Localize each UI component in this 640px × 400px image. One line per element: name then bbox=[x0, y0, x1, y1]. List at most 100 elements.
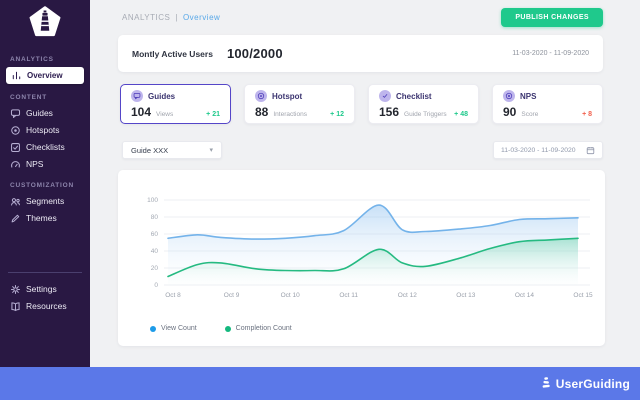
sidebar-item-overview[interactable]: Overview bbox=[6, 67, 84, 84]
svg-text:Oct 10: Oct 10 bbox=[281, 292, 301, 299]
sidebar-item-label: Segments bbox=[26, 196, 65, 206]
svg-text:100: 100 bbox=[147, 197, 158, 204]
stat-card-unit: Guide Triggers bbox=[404, 111, 447, 118]
mau-label: Montly Active Users bbox=[132, 48, 213, 59]
legend-item-completion-count[interactable]: Completion Count bbox=[224, 325, 292, 332]
hotspot-icon bbox=[10, 125, 21, 136]
monthly-active-users-card: Montly Active Users 100/2000 11-03-2020 … bbox=[118, 35, 603, 72]
date-range-value: 11-03-2020 - 11-09-2020 bbox=[501, 146, 576, 154]
sidebar-item-label: Resources bbox=[26, 301, 67, 311]
sidebar-item-label: Hotspots bbox=[26, 125, 60, 135]
legend-dot-icon bbox=[224, 325, 231, 332]
circle-dot-icon bbox=[503, 90, 515, 102]
sidebar-item-themes[interactable]: Themes bbox=[10, 210, 84, 226]
stat-cards-row: Guides 104 Views + 21 Hotspot 88 Interactions +… bbox=[120, 84, 603, 124]
checklist-icon bbox=[10, 142, 21, 153]
svg-text:Oct 8: Oct 8 bbox=[165, 292, 181, 299]
stat-card-checklist[interactable]: Checklist 156 Guide Triggers + 48 bbox=[368, 84, 479, 124]
stat-card-title: Checklist bbox=[396, 91, 432, 101]
sidebar-footer: Settings Resources bbox=[0, 281, 90, 314]
gear-icon bbox=[10, 284, 21, 295]
breadcrumb-section: ANALYTICS bbox=[122, 12, 171, 22]
sidebar-item-nps[interactable]: NPS bbox=[10, 156, 84, 172]
sidebar-item-hotspots[interactable]: Hotspots bbox=[10, 122, 84, 138]
svg-text:Oct 12: Oct 12 bbox=[398, 292, 418, 299]
stat-card-delta: + 48 bbox=[454, 111, 468, 118]
check-icon bbox=[379, 90, 391, 102]
sidebar-sections: ANALYTICS Overview CONTENT Guides Hotspots Ch… bbox=[0, 56, 90, 226]
stat-card-title: Guides bbox=[148, 91, 176, 101]
chart-card: 0 20 40 60 80 100 Oct 8 Oct 9 Oct 10 Oct 11 Oct 12… bbox=[118, 170, 605, 346]
guide-select[interactable]: Guide XXX ▾ bbox=[122, 141, 222, 159]
stat-card-guides[interactable]: Guides 104 Views + 21 bbox=[120, 84, 231, 124]
chart-legend: View Count Completion Count bbox=[150, 325, 292, 332]
date-range-picker[interactable]: 11-03-2020 - 11-09-2020 bbox=[493, 141, 603, 159]
bar-chart-icon bbox=[11, 70, 22, 81]
sidebar-item-settings[interactable]: Settings bbox=[10, 281, 84, 297]
svg-text:80: 80 bbox=[151, 214, 159, 221]
calendar-icon bbox=[586, 146, 595, 155]
stat-card-unit: Views bbox=[156, 111, 174, 118]
users-icon bbox=[10, 196, 21, 207]
area-chart: 0 20 40 60 80 100 Oct 8 Oct 9 Oct 10 Oct 11 Oct 12… bbox=[147, 197, 593, 299]
hotspot-icon bbox=[255, 90, 267, 102]
sidebar-item-checklists[interactable]: Checklists bbox=[10, 139, 84, 155]
sidebar-item-label: Guides bbox=[26, 108, 53, 118]
breadcrumb: ANALYTICS | Overview bbox=[122, 13, 220, 22]
sidebar-item-guides[interactable]: Guides bbox=[10, 105, 84, 121]
stat-card-unit: Interactions bbox=[273, 111, 307, 118]
stat-card-unit: Score bbox=[521, 111, 539, 118]
sidebar: ANALYTICS Overview CONTENT Guides Hotspots Ch… bbox=[0, 0, 90, 367]
guide-select-value: Guide XXX bbox=[131, 145, 169, 155]
chat-icon bbox=[131, 90, 143, 102]
sidebar-section-label: CUSTOMIZATION bbox=[10, 182, 74, 189]
lighthouse-pentagon-icon bbox=[29, 6, 61, 37]
stat-card-title: Hotspot bbox=[272, 91, 303, 101]
stat-card-nps[interactable]: NPS 90 Score + 8 bbox=[492, 84, 603, 124]
filter-row: Guide XXX ▾ 11-03-2020 - 11-09-2020 bbox=[122, 141, 603, 159]
stat-card-delta: + 8 bbox=[582, 111, 592, 118]
stat-card-delta: + 12 bbox=[330, 111, 344, 118]
svg-text:Oct 14: Oct 14 bbox=[515, 292, 535, 299]
book-icon bbox=[10, 301, 21, 312]
chevron-down-icon: ▾ bbox=[209, 147, 213, 154]
breadcrumb-page[interactable]: Overview bbox=[182, 12, 221, 22]
sidebar-item-segments[interactable]: Segments bbox=[10, 193, 84, 209]
sidebar-section-label: CONTENT bbox=[10, 94, 48, 101]
stat-card-value: 156 bbox=[379, 105, 400, 119]
stat-card-delta: + 21 bbox=[206, 111, 220, 118]
mau-value: 100/2000 bbox=[226, 46, 283, 61]
userguiding-pentagon-logo[interactable] bbox=[0, 0, 90, 50]
legend-label: Completion Count bbox=[235, 325, 292, 332]
svg-text:Oct 9: Oct 9 bbox=[224, 292, 240, 299]
sidebar-divider bbox=[8, 272, 82, 273]
sidebar-item-label: Themes bbox=[26, 213, 57, 223]
stat-card-value: 90 bbox=[503, 105, 517, 119]
svg-text:60: 60 bbox=[151, 231, 159, 238]
lighthouse-icon bbox=[540, 376, 552, 391]
svg-text:Oct 15: Oct 15 bbox=[573, 292, 593, 299]
svg-text:Oct 11: Oct 11 bbox=[339, 292, 358, 299]
userguiding-brand[interactable]: UserGuiding bbox=[540, 376, 630, 391]
sidebar-item-label: Overview bbox=[27, 71, 63, 80]
svg-text:40: 40 bbox=[151, 248, 159, 255]
legend-label: View Count bbox=[161, 325, 197, 332]
svg-text:0: 0 bbox=[154, 282, 158, 289]
breadcrumb-separator: | bbox=[175, 12, 178, 22]
stat-card-value: 104 bbox=[131, 105, 152, 119]
svg-text:Oct 13: Oct 13 bbox=[456, 292, 476, 299]
topbar: ANALYTICS | Overview PUBLISH CHANGES bbox=[122, 7, 603, 27]
sidebar-item-resources[interactable]: Resources bbox=[10, 298, 84, 314]
bottom-brand-bar: UserGuiding bbox=[0, 367, 640, 400]
publish-changes-button[interactable]: PUBLISH CHANGES bbox=[501, 7, 603, 27]
pen-icon bbox=[10, 213, 21, 224]
sidebar-item-label: NPS bbox=[26, 159, 44, 169]
mau-date-range: 11-03-2020 - 11-09-2020 bbox=[512, 50, 589, 57]
sidebar-item-label: Checklists bbox=[26, 142, 65, 152]
sidebar-section-label: ANALYTICS bbox=[10, 56, 54, 63]
stat-card-hotspot[interactable]: Hotspot 88 Interactions + 12 bbox=[244, 84, 355, 124]
sidebar-item-label: Settings bbox=[26, 284, 57, 294]
legend-dot-icon bbox=[150, 325, 156, 332]
legend-item-view-count[interactable]: View Count bbox=[150, 325, 197, 332]
